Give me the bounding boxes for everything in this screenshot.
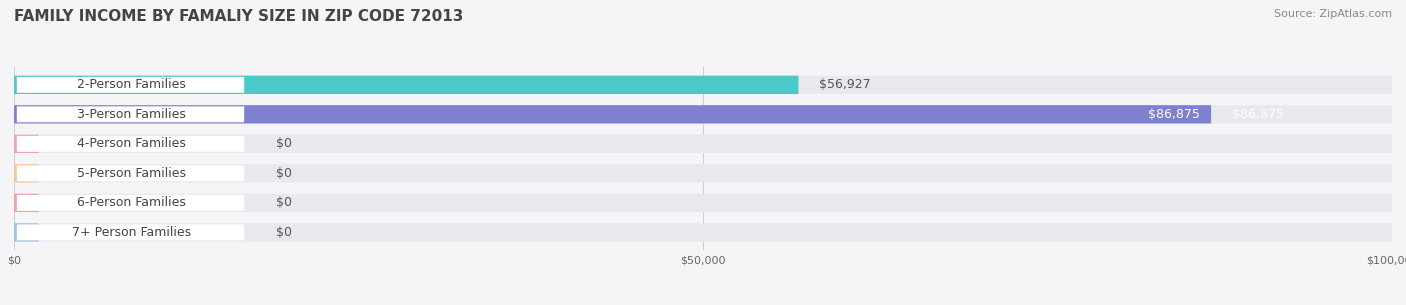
- FancyBboxPatch shape: [14, 76, 1392, 94]
- Text: 3-Person Families: 3-Person Families: [77, 108, 186, 121]
- FancyBboxPatch shape: [14, 194, 39, 212]
- FancyBboxPatch shape: [14, 105, 1211, 124]
- FancyBboxPatch shape: [14, 76, 799, 94]
- Text: $0: $0: [276, 196, 292, 209]
- FancyBboxPatch shape: [14, 105, 1392, 124]
- FancyBboxPatch shape: [14, 194, 1392, 212]
- FancyBboxPatch shape: [14, 164, 39, 182]
- Text: 5-Person Families: 5-Person Families: [77, 167, 186, 180]
- FancyBboxPatch shape: [17, 195, 245, 211]
- Text: $0: $0: [276, 137, 292, 150]
- FancyBboxPatch shape: [14, 135, 1392, 153]
- FancyBboxPatch shape: [14, 135, 39, 153]
- Text: 4-Person Families: 4-Person Families: [77, 137, 186, 150]
- Text: $0: $0: [276, 226, 292, 239]
- Text: 2-Person Families: 2-Person Families: [77, 78, 186, 91]
- Text: FAMILY INCOME BY FAMALIY SIZE IN ZIP CODE 72013: FAMILY INCOME BY FAMALIY SIZE IN ZIP COD…: [14, 9, 464, 24]
- Text: 6-Person Families: 6-Person Families: [77, 196, 186, 209]
- Text: $86,875: $86,875: [1149, 108, 1201, 121]
- Text: $56,927: $56,927: [820, 78, 870, 91]
- FancyBboxPatch shape: [17, 77, 245, 93]
- Text: 7+ Person Families: 7+ Person Families: [72, 226, 191, 239]
- FancyBboxPatch shape: [17, 106, 245, 122]
- FancyBboxPatch shape: [17, 136, 245, 152]
- FancyBboxPatch shape: [14, 223, 1392, 242]
- FancyBboxPatch shape: [17, 165, 245, 181]
- Text: Source: ZipAtlas.com: Source: ZipAtlas.com: [1274, 9, 1392, 19]
- FancyBboxPatch shape: [14, 223, 39, 242]
- Text: $86,875: $86,875: [1232, 108, 1284, 121]
- FancyBboxPatch shape: [17, 224, 245, 240]
- FancyBboxPatch shape: [14, 164, 1392, 182]
- Text: $0: $0: [276, 167, 292, 180]
